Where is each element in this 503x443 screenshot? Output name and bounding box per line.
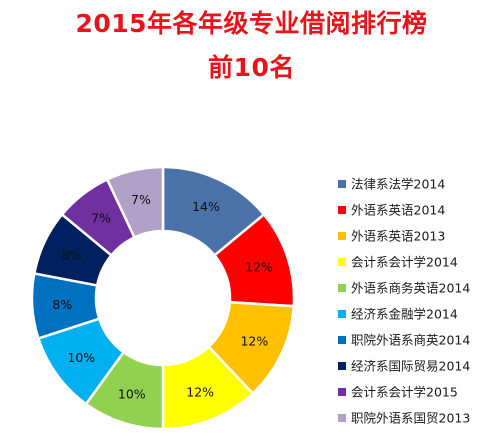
legend-label: 会计系会计学2014	[351, 255, 458, 270]
slice-labels-group: 14% 12% 12% 12% 10% 10% 8% 8% 7% 7%	[52, 192, 273, 402]
legend-swatch	[338, 362, 346, 370]
legend-swatch	[338, 284, 346, 292]
legend-label: 外语系英语2013	[351, 229, 445, 244]
slice-data-label: 12%	[240, 334, 268, 349]
legend-label: 外语系商务英语2014	[351, 281, 470, 296]
legend-label: 职院外语系国贸2013	[351, 411, 470, 426]
chart-title-line-2: 前10名	[208, 53, 295, 82]
slice-data-label: 12%	[186, 384, 214, 399]
slice-data-label: 10%	[118, 387, 146, 402]
slice-data-label: 12%	[245, 259, 273, 274]
slice-data-label: 7%	[91, 211, 111, 226]
chart-title-line-1: 2015年各年级专业借阅排行榜	[75, 9, 428, 38]
slices-group	[30, 165, 296, 431]
slice-data-label: 8%	[52, 297, 72, 312]
legend-swatch	[338, 414, 346, 422]
legend-label: 经济系国际贸易2014	[351, 359, 470, 374]
legend-swatch	[338, 336, 346, 344]
legend-swatch	[338, 180, 346, 188]
slice-data-label: 7%	[131, 192, 151, 207]
legend: 法律系法学2014 外语系英语2014 外语系英语2013 会计系会计学2014 外语系…	[338, 177, 470, 426]
legend-label: 会计系会计学2015	[351, 385, 458, 400]
legend-label: 法律系法学2014	[351, 177, 445, 192]
legend-label: 经济系金融学2014	[351, 307, 458, 322]
legend-swatch	[338, 206, 346, 214]
legend-swatch	[338, 232, 346, 240]
legend-label: 职院外语系商英2014	[351, 333, 470, 348]
donut-slice	[105, 165, 165, 240]
legend-label: 外语系英语2014	[351, 203, 445, 218]
legend-swatch	[338, 258, 346, 266]
legend-swatch	[338, 388, 346, 396]
slice-data-label: 14%	[192, 199, 220, 214]
slice-data-label: 8%	[62, 247, 82, 262]
legend-swatch	[338, 310, 346, 318]
slice-data-label: 10%	[67, 350, 95, 365]
